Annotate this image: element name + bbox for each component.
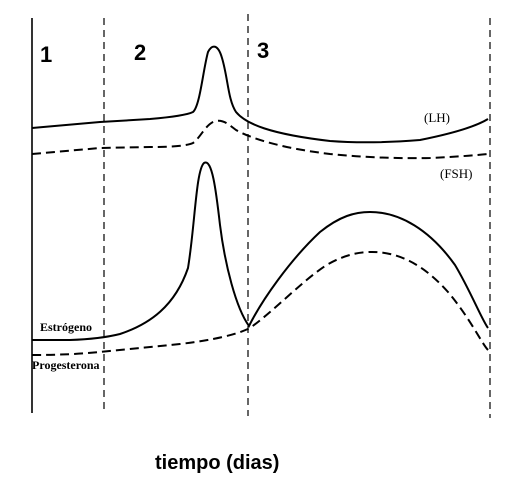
progesterone-curve <box>31 250 489 356</box>
fsh-curve <box>31 119 489 160</box>
fsh-label: (FSH) <box>440 166 473 181</box>
progesterone-label: Progesterona <box>32 358 100 372</box>
phase-label-3: 3 <box>257 38 269 63</box>
estrogen-label: Estrógeno <box>40 320 92 334</box>
phase-label-1: 1 <box>40 42 52 67</box>
x-axis-title: tiempo (dias) <box>155 452 279 474</box>
lh-label: (LH) <box>424 110 450 125</box>
phase-label-2: 2 <box>134 40 146 65</box>
lh-curve <box>31 45 489 144</box>
estrogen-curve <box>32 161 489 341</box>
